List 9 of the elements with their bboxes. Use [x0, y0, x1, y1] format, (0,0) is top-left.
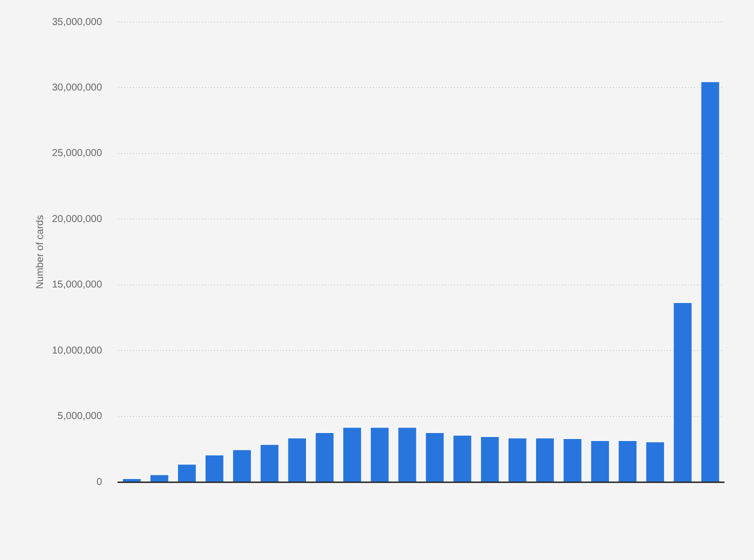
y-tick-label: 5,000,000	[58, 411, 102, 422]
y-axis-title: Number of cards	[34, 215, 46, 289]
y-tick-label: 35,000,000	[52, 16, 102, 28]
y-tick-label: 0	[96, 476, 102, 488]
y-tick-label: 25,000,000	[52, 148, 102, 160]
y-tick-label: 15,000,000	[52, 280, 102, 291]
y-tick-label: 30,000,000	[52, 82, 102, 94]
y-tick-label: 10,000,000	[52, 345, 102, 356]
y-tick-label: 20,000,000	[52, 214, 102, 225]
